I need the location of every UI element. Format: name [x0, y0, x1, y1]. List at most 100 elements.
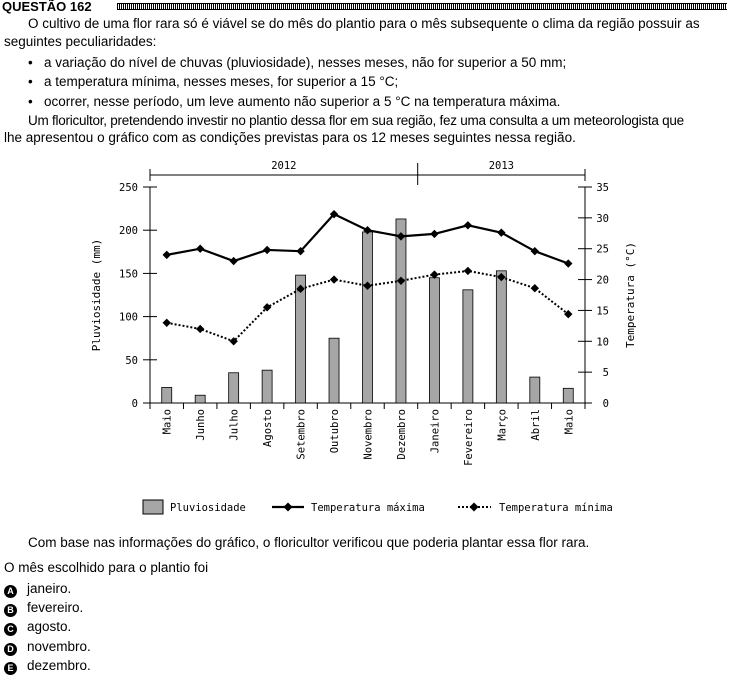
temp-max-point	[229, 256, 238, 266]
temp-max-point	[430, 229, 439, 239]
x-tick-label: Julho	[229, 409, 241, 441]
header-rule	[117, 3, 727, 10]
para2-line-2: lhe apresentou o gráfico com as condiçõe…	[4, 130, 576, 145]
bullet-dot-icon: •	[28, 74, 33, 89]
temp-min-point	[229, 337, 238, 346]
temp-max-point	[530, 246, 540, 256]
x-tick-label: Outubro	[329, 409, 341, 453]
temp-min-point	[162, 318, 171, 327]
x-tick-label: Novembro	[363, 409, 375, 460]
bar	[194, 394, 206, 404]
temp-min-point	[195, 324, 205, 334]
right-tick-label: 5	[603, 367, 609, 379]
bar	[362, 231, 373, 404]
bar	[429, 277, 440, 404]
year-label-2013: 2013	[489, 160, 514, 172]
temp-max-point	[329, 209, 339, 219]
legend-label: Temperatura máxima	[311, 502, 425, 514]
x-tick-label: Abril	[530, 409, 542, 441]
option-letter-c-icon: C	[4, 623, 17, 636]
legend-label: Pluviosidade	[170, 502, 246, 514]
x-tick-label: Maio	[162, 409, 174, 434]
temp-max-point	[195, 244, 205, 253]
left-tick-label: 50	[125, 355, 138, 367]
option-letter-b-icon: B	[4, 604, 17, 617]
x-tick-label: Fevereiro	[463, 409, 475, 466]
left-tick-label: 200	[119, 225, 138, 237]
bar	[562, 387, 574, 404]
bar	[328, 337, 340, 404]
left-tick-label: 100	[119, 312, 138, 324]
legend-bar-swatch	[142, 499, 164, 515]
temp-min-point	[430, 270, 439, 279]
temp-min-point	[363, 281, 372, 290]
option-text: agosto.	[27, 619, 72, 634]
option-letter-d-icon: D	[4, 643, 17, 656]
conclusion-text: Com base nas informações do gráfico, o f…	[28, 535, 590, 550]
bar	[495, 270, 507, 404]
right-tick-label: 10	[596, 336, 609, 348]
x-tick-label: Janeiro	[429, 409, 441, 453]
left-tick-label: 150	[119, 268, 138, 280]
temp-max-point	[396, 232, 406, 241]
option-text: novembro.	[27, 639, 91, 654]
temp-min-point	[329, 275, 339, 284]
temp-min-point	[262, 303, 272, 312]
temp-min-point	[530, 284, 540, 293]
legend-marker	[469, 502, 479, 512]
legend-marker	[283, 502, 293, 512]
right-tick-label: 0	[603, 398, 609, 410]
x-tick-label: Maio	[563, 409, 575, 434]
temp-min-point	[564, 309, 573, 319]
bullet-dot-icon: •	[28, 94, 33, 109]
para2-line-1: Um floricultor, pretendendo investir no …	[28, 113, 684, 128]
x-tick-label: Agosto	[262, 409, 274, 447]
temp-min-point	[497, 272, 506, 282]
climate-chart: 2012 2013 0 50 100 150 200 250 0 5 10 15 20 25 30 35 Plu…	[90, 160, 637, 515]
temp-max-point	[497, 228, 506, 237]
bullet-dot-icon: •	[28, 55, 33, 70]
x-tick-label: Dezembro	[396, 409, 408, 460]
question-header: QUESTÃO 162	[2, 0, 729, 14]
answer-prompt: O mês escolhido para o plantio foi	[4, 560, 209, 575]
question-number: QUESTÃO 162	[2, 0, 92, 14]
temp-max-point	[262, 245, 272, 255]
bar	[228, 372, 240, 404]
bar	[462, 289, 474, 404]
bar	[161, 387, 173, 404]
right-tick-label: 35	[596, 182, 609, 194]
left-tick-label: 250	[119, 182, 138, 194]
x-tick-label: Junho	[195, 409, 207, 441]
temp-min-point	[296, 284, 305, 294]
left-axis-title: Pluviosidade (mm)	[90, 239, 103, 352]
right-tick-label: 30	[596, 213, 609, 225]
temp-max-point	[162, 250, 171, 260]
right-axis-title: Temperatura (°C)	[624, 242, 637, 348]
year-label-2012: 2012	[271, 160, 296, 172]
bar	[261, 369, 273, 404]
bar	[395, 218, 407, 404]
option-letter-e-icon: E	[4, 662, 17, 675]
option-text: fevereiro.	[27, 600, 84, 615]
right-tick-label: 15	[596, 305, 609, 317]
temp-max-point	[296, 246, 305, 256]
temp-max-point	[463, 221, 473, 230]
option-letter-a-icon: A	[4, 585, 17, 598]
right-tick-label: 25	[596, 244, 609, 256]
legend-label: Temperatura mínima	[499, 502, 613, 514]
option-text: janeiro.	[27, 581, 72, 596]
option-text: dezembro.	[27, 658, 91, 673]
temp-min-point	[396, 276, 406, 286]
bar	[529, 376, 541, 404]
x-tick-label: Março	[496, 409, 508, 441]
left-tick-label: 0	[132, 398, 138, 410]
right-tick-label: 20	[596, 275, 609, 287]
intro-line-2: seguintes peculiaridades:	[4, 34, 157, 49]
x-tick-label: Setembro	[296, 409, 308, 460]
intro-line-1: O cultivo de uma flor rara só é viável s…	[28, 16, 700, 31]
